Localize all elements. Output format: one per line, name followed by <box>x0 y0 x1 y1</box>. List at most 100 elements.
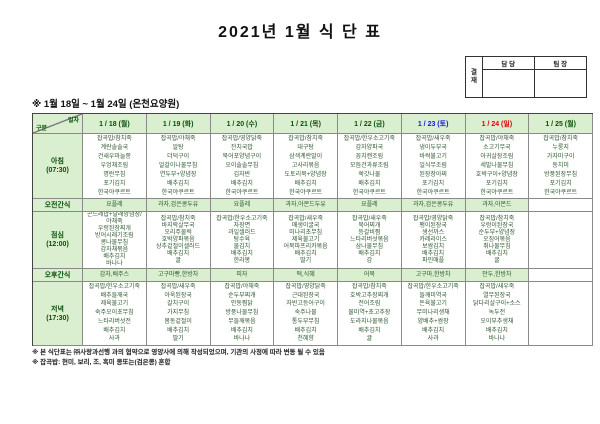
menu-item: 피자 <box>236 272 248 278</box>
row-time-text: (17:30) <box>46 314 69 322</box>
day-header-6: 1 / 23 (토) <box>401 114 466 134</box>
row-label-dinner: 저녁 (17:30) <box>33 282 83 346</box>
day-header-3: 1 / 20 (수) <box>210 114 275 134</box>
menu-item: 사과 <box>427 336 439 343</box>
menu-item: 배추김치 <box>230 250 253 257</box>
menu-item: 잡곡밥/새우죽 <box>351 215 387 222</box>
menu-cell-lunch-day1: 곤드레밥+달래양념장/야채죽 우렁된장찌개 방어시래기조림 콩나물무침 감자채볶음 배추김… <box>83 212 147 269</box>
menu-item: 한국야쿠르트 <box>544 189 578 196</box>
menu-item: 잡곡밥/참치죽 <box>351 283 387 290</box>
menu-item: 배추김치 <box>422 327 445 334</box>
menu-item: 세발나물무침 <box>480 162 514 169</box>
menu-cell-pm-snack-day8 <box>529 269 593 282</box>
menu-cell-pm-snack-day3: 피자 <box>210 269 275 282</box>
menu-item: 배추김치 <box>485 250 508 257</box>
menu-cell-breakfast-day2: 잡곡밥/야채죽 알탕 더덕구이 얼갈이나물무침 연두부+양념장 배추김치 한국야쿠르트 <box>146 134 211 199</box>
menu-item: 떡,식혜 <box>296 272 315 278</box>
menu-item: 배추김치 <box>358 180 381 187</box>
menu-cell-pm-snack-day7: 만두,한방차 <box>465 269 530 282</box>
menu-item: 배추김치 <box>103 327 126 334</box>
menu-cell-dinner-day8 <box>529 282 593 346</box>
menu-item: 우렁이된장국 <box>480 222 514 229</box>
menu-item: 배추김치 <box>167 327 190 334</box>
menu-cell-dinner-day4: 잡곡밥/영양닭죽 근대된장국 자반고등어구이 숙주나물 통두부무침 배추김치 천혜향 <box>274 282 338 346</box>
menu-item: 건새우마늘쫑 <box>97 153 131 160</box>
menu-cell-pm-snack-day4: 떡,식혜 <box>274 269 338 282</box>
menu-item: 고구마빵,한방차 <box>157 272 199 278</box>
menu-cell-am-snack-day5: 요플레 <box>338 199 402 212</box>
menu-item: 과자,아몬드 <box>482 202 512 208</box>
menu-item: 어묵파프리카볶음 <box>283 243 328 250</box>
menu-item: 녹두전 <box>488 310 506 317</box>
row-time-text: (12:00) <box>46 241 69 248</box>
menu-item: 한국야쿠르트 <box>352 189 386 196</box>
menu-cell-breakfast-day5: 잡곡밥/한우소고기죽 감자양파국 꽁치캔조림 모듬건과류조림 쑥갓나물 배추김치 한국야쿠르… <box>338 134 402 199</box>
menu-item: 무들깨볶음 <box>228 318 256 325</box>
menu-item: 바나나 <box>106 261 123 267</box>
menu-item: 제육불고기 <box>100 301 129 308</box>
menu-item: 모듬건과류조림 <box>350 162 389 169</box>
menu-item: 한국야쿠르트 <box>289 189 323 196</box>
menu-item: 호박양파볶음 <box>161 236 195 243</box>
menu-cell-dinner-day1: 잡곡밥/한우소고기죽 배추들깨국 제육불고기 숙주오이초무침 느타리버섯전 배추김치 사과 <box>83 282 147 346</box>
menu-cell-lunch-day6: 잡곡밥/영양닭죽 팽이된장국 생선까스 카레라이스 보쌈김치 배추김치 파인애플 <box>401 212 466 269</box>
menu-cell-dinner-day6: 잡곡밥/한우소고기죽 들깨미역국 돈육불고기 무미나리생채 양배추+쌈장 배추김치 사과 <box>401 282 466 346</box>
menu-item: 김자반 <box>233 171 251 178</box>
menu-cell-dinner-day3: 잡곡밥/야채죽 순두부찌개 안동찜닭 방풍나물무침 무들깨볶음 배추김치 바나나 <box>210 282 275 346</box>
menu-item: 연두부+양념장 <box>159 171 197 178</box>
menu-item: 한국야쿠르트 <box>416 189 450 196</box>
menu-item: 한국야쿠르트 <box>225 189 259 196</box>
row-label-am-snack: 오전간식 <box>33 199 83 212</box>
row-label-text: 오후간식 <box>44 271 71 279</box>
menu-cell-am-snack-day1: 요플레 <box>83 199 147 212</box>
menu-item: 잡곡밥/한우소고기죽 <box>88 283 141 290</box>
menu-item: 팽이된장국 <box>419 222 447 229</box>
menu-item: 돈육불고기 <box>419 301 447 308</box>
menu-item: 바나나 <box>488 336 506 343</box>
menu-item: 한국야쿠르트 <box>97 189 131 196</box>
menu-item: 우엉채조림 <box>100 162 129 169</box>
menu-item: 과자,검은콩두유 <box>412 202 454 208</box>
menu-item: 물김치 <box>233 243 251 250</box>
menu-item: 배추들깨국 <box>100 292 129 299</box>
row-label-pm-snack: 오후간식 <box>33 269 83 282</box>
menu-item: 배추김치 <box>294 180 317 187</box>
menu-cell-pm-snack-day6: 고구마,한방차 <box>401 269 466 282</box>
menu-item: 요플레 <box>106 202 123 208</box>
menu-item: 한라봉 <box>233 257 251 264</box>
menu-item: 잡곡밥/야채죽 <box>224 283 260 290</box>
approval-label: 결재 <box>466 57 483 97</box>
menu-item: 물미역+초고추장 <box>348 310 391 317</box>
menu-item: 잔치국밥 <box>230 144 253 151</box>
menu-item: 미나리초무침 <box>289 229 323 236</box>
menu-item: 요플레 <box>361 202 378 208</box>
footnotes: ※ 본 식단표는 ㈜사랑과선행 과의 협약으로 영양사에 의해 작성되었으며, … <box>32 348 325 368</box>
menu-cell-am-snack-day2: 과자,검은콩두유 <box>146 199 211 212</box>
menu-cell-lunch-day5: 잡곡밥/새우죽 북어찌개 등갈비찜 느타리버섯볶음 삼나물무침 배추김치 감 <box>338 212 402 269</box>
menu-item: 오리주물럭 <box>164 229 192 236</box>
menu-item: 보쌈김치 <box>422 243 445 250</box>
menu-item: 명란무침 <box>103 171 126 178</box>
menu-item: 꽁치캔조림 <box>355 153 384 160</box>
menu-item: 계란솔솔국 <box>100 144 129 151</box>
menu-item: 얼갈이나물무침 <box>158 162 198 169</box>
menu-item: 과자,아몬드두유 <box>285 202 326 208</box>
menu-cell-lunch-day8 <box>529 212 593 269</box>
menu-item: 귤 <box>366 336 373 343</box>
menu-item: 열무된장국 <box>483 292 511 299</box>
menu-item: 잡곡밥/새우죽 <box>479 283 515 290</box>
menu-item: 근대된장국 <box>291 292 320 299</box>
menu-cell-breakfast-day3: 잡곡밥/영양닭죽 잔치국밥 북어포양념구이 오이솔솔무침 김자반 배추김치 한국야쿠르트 <box>210 134 275 199</box>
page-title: 2021년 1월 식 단 표 <box>218 24 382 41</box>
menu-cell-am-snack-day3: 요플레 <box>210 199 275 212</box>
menu-item: 방어시래기조림 <box>95 233 134 239</box>
menu-item: 파인애플 <box>422 257 445 264</box>
approval-col-timjang: 팀 장 <box>534 57 586 70</box>
menu-item: 동치미 <box>552 162 569 169</box>
menu-item: 우렁된장찌개 <box>97 226 131 232</box>
menu-item: 카레라이스 <box>419 236 447 243</box>
menu-item: 도라지나물볶음 <box>350 318 389 325</box>
menu-item: 포기김치 <box>422 180 445 187</box>
menu-item: 삼나물무침 <box>355 243 384 250</box>
menu-cell-pm-snack-day5: 어묵 <box>338 269 402 282</box>
